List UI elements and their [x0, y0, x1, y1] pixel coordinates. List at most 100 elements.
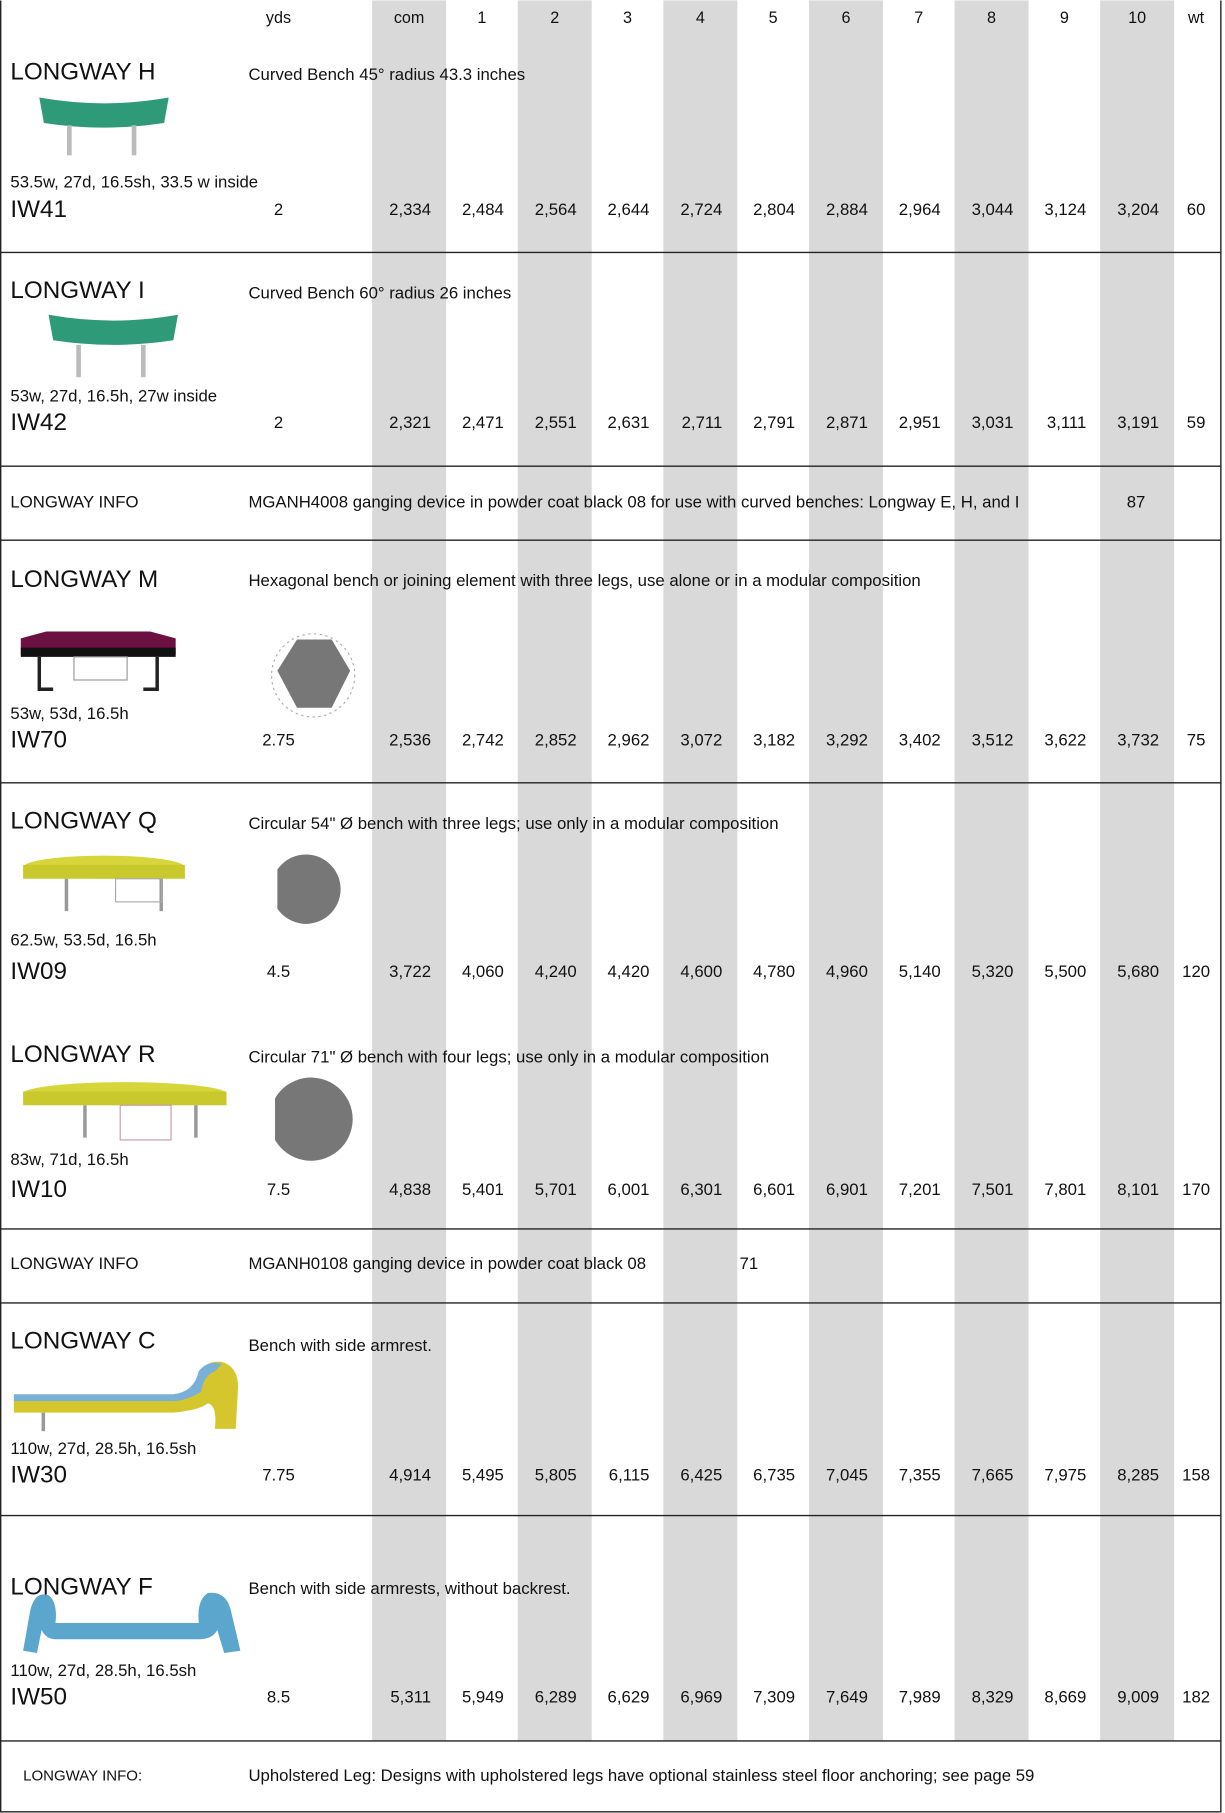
- product-description: Hexagonal bench or joining element with …: [248, 571, 920, 590]
- product-description: Bench with side armrests, without backre…: [248, 1579, 570, 1598]
- price: 3,191: [1117, 413, 1159, 432]
- price: 2,884: [826, 200, 868, 219]
- price: 2,536: [389, 731, 431, 750]
- column-stripe: [808, 0, 883, 1741]
- price: 3,182: [753, 731, 795, 750]
- price: 2,804: [753, 200, 795, 219]
- column-stripe: [663, 0, 738, 1741]
- price: 2,711: [682, 413, 723, 432]
- price: 3,622: [1044, 731, 1086, 750]
- weight: 75: [1187, 731, 1206, 750]
- product-dimensions: 62.5w, 53.5d, 16.5h: [10, 931, 156, 950]
- weight: 59: [1187, 413, 1206, 432]
- weight: 182: [1182, 1688, 1210, 1707]
- yardage: 7.5: [267, 1180, 290, 1199]
- product-dimensions: 83w, 71d, 16.5h: [10, 1150, 128, 1169]
- price: 5,701: [535, 1180, 577, 1199]
- product-image-m: [20, 631, 176, 691]
- column-header: 5: [769, 9, 778, 27]
- product-name: LONGWAY H: [10, 59, 155, 86]
- price: 8,285: [1117, 1466, 1159, 1485]
- price: 2,564: [535, 200, 577, 219]
- column-header: wt: [1187, 9, 1205, 27]
- column-header: 9: [1060, 9, 1069, 27]
- product-code: IW42: [10, 409, 67, 436]
- price: 4,240: [535, 962, 577, 981]
- column-header: 4: [696, 9, 705, 27]
- price: 3,292: [826, 731, 868, 750]
- price: 5,401: [462, 1180, 504, 1199]
- weight: 60: [1187, 200, 1206, 219]
- column-header: 6: [841, 9, 850, 27]
- price: 3,722: [389, 962, 431, 981]
- price: 4,420: [608, 962, 650, 981]
- price: 2,852: [535, 731, 577, 750]
- column-stripe: [372, 0, 447, 1741]
- price: 8,669: [1044, 1688, 1086, 1707]
- price: 5,311: [390, 1688, 431, 1707]
- price: 3,732: [1117, 731, 1159, 750]
- price: 5,680: [1117, 962, 1159, 981]
- column-header: yds: [266, 9, 291, 27]
- price: 7,309: [753, 1688, 795, 1707]
- column-header: 8: [987, 9, 996, 27]
- product-image-r: [23, 1082, 227, 1141]
- price: 6,601: [753, 1180, 795, 1199]
- price: 3,031: [972, 413, 1014, 432]
- product-dimensions: 53w, 53d, 16.5h: [10, 704, 128, 723]
- price: 9,009: [1117, 1688, 1159, 1707]
- product-code: IW41: [10, 196, 67, 223]
- product-code: IW09: [10, 958, 67, 985]
- product-code: IW70: [10, 727, 67, 754]
- product-dimensions: 53.5w, 27d, 16.5sh, 33.5 w inside: [10, 172, 258, 191]
- price: 5,320: [972, 962, 1014, 981]
- product-description: Curved Bench 45° radius 43.3 inches: [248, 65, 525, 84]
- yardage: 8.5: [267, 1688, 290, 1707]
- price: 7,355: [899, 1466, 941, 1485]
- product-image-q: [23, 855, 185, 912]
- product-name: LONGWAY C: [10, 1328, 155, 1355]
- price: 4,060: [462, 962, 504, 981]
- price: 4,600: [680, 962, 722, 981]
- product-image-f: [23, 1592, 241, 1654]
- product-name: LONGWAY I: [10, 277, 144, 304]
- diagram-m: [271, 633, 356, 718]
- price: 2,471: [462, 413, 504, 432]
- weight: 170: [1182, 1180, 1210, 1199]
- price: 2,484: [462, 200, 504, 219]
- price: 6,115: [609, 1466, 650, 1485]
- price: 5,949: [462, 1688, 504, 1707]
- weight: 158: [1182, 1466, 1210, 1485]
- product-description: Curved Bench 60° radius 26 inches: [248, 283, 511, 302]
- product-image-h: [39, 97, 169, 156]
- column-header: com: [394, 9, 425, 27]
- price: 7,501: [972, 1180, 1014, 1199]
- column-stripe: [1100, 0, 1175, 1741]
- price: 2,334: [389, 200, 431, 219]
- price: 2,871: [826, 413, 868, 432]
- yardage: 7.75: [262, 1466, 295, 1485]
- price: 4,914: [389, 1466, 431, 1485]
- price: 6,969: [680, 1688, 722, 1707]
- product-description: Bench with side armrest.: [248, 1336, 431, 1355]
- price: 2,964: [899, 200, 941, 219]
- price: 2,321: [389, 413, 431, 432]
- column-stripe: [954, 0, 1029, 1741]
- price: 6,629: [608, 1688, 650, 1707]
- column-header: 10: [1128, 9, 1146, 27]
- column-header: 3: [623, 9, 632, 27]
- column-header: 7: [914, 9, 923, 27]
- product-name: LONGWAY M: [10, 566, 158, 593]
- product-dimensions: 110w, 27d, 28.5h, 16.5sh: [10, 1439, 196, 1458]
- price: 6,001: [608, 1180, 650, 1199]
- price: 8,101: [1117, 1180, 1159, 1199]
- price: 7,665: [972, 1466, 1014, 1485]
- column-header: 1: [477, 9, 486, 27]
- price: 7,801: [1044, 1180, 1086, 1199]
- yardage: 2: [274, 413, 283, 432]
- price: 3,124: [1044, 200, 1086, 219]
- price: 3,512: [972, 731, 1014, 750]
